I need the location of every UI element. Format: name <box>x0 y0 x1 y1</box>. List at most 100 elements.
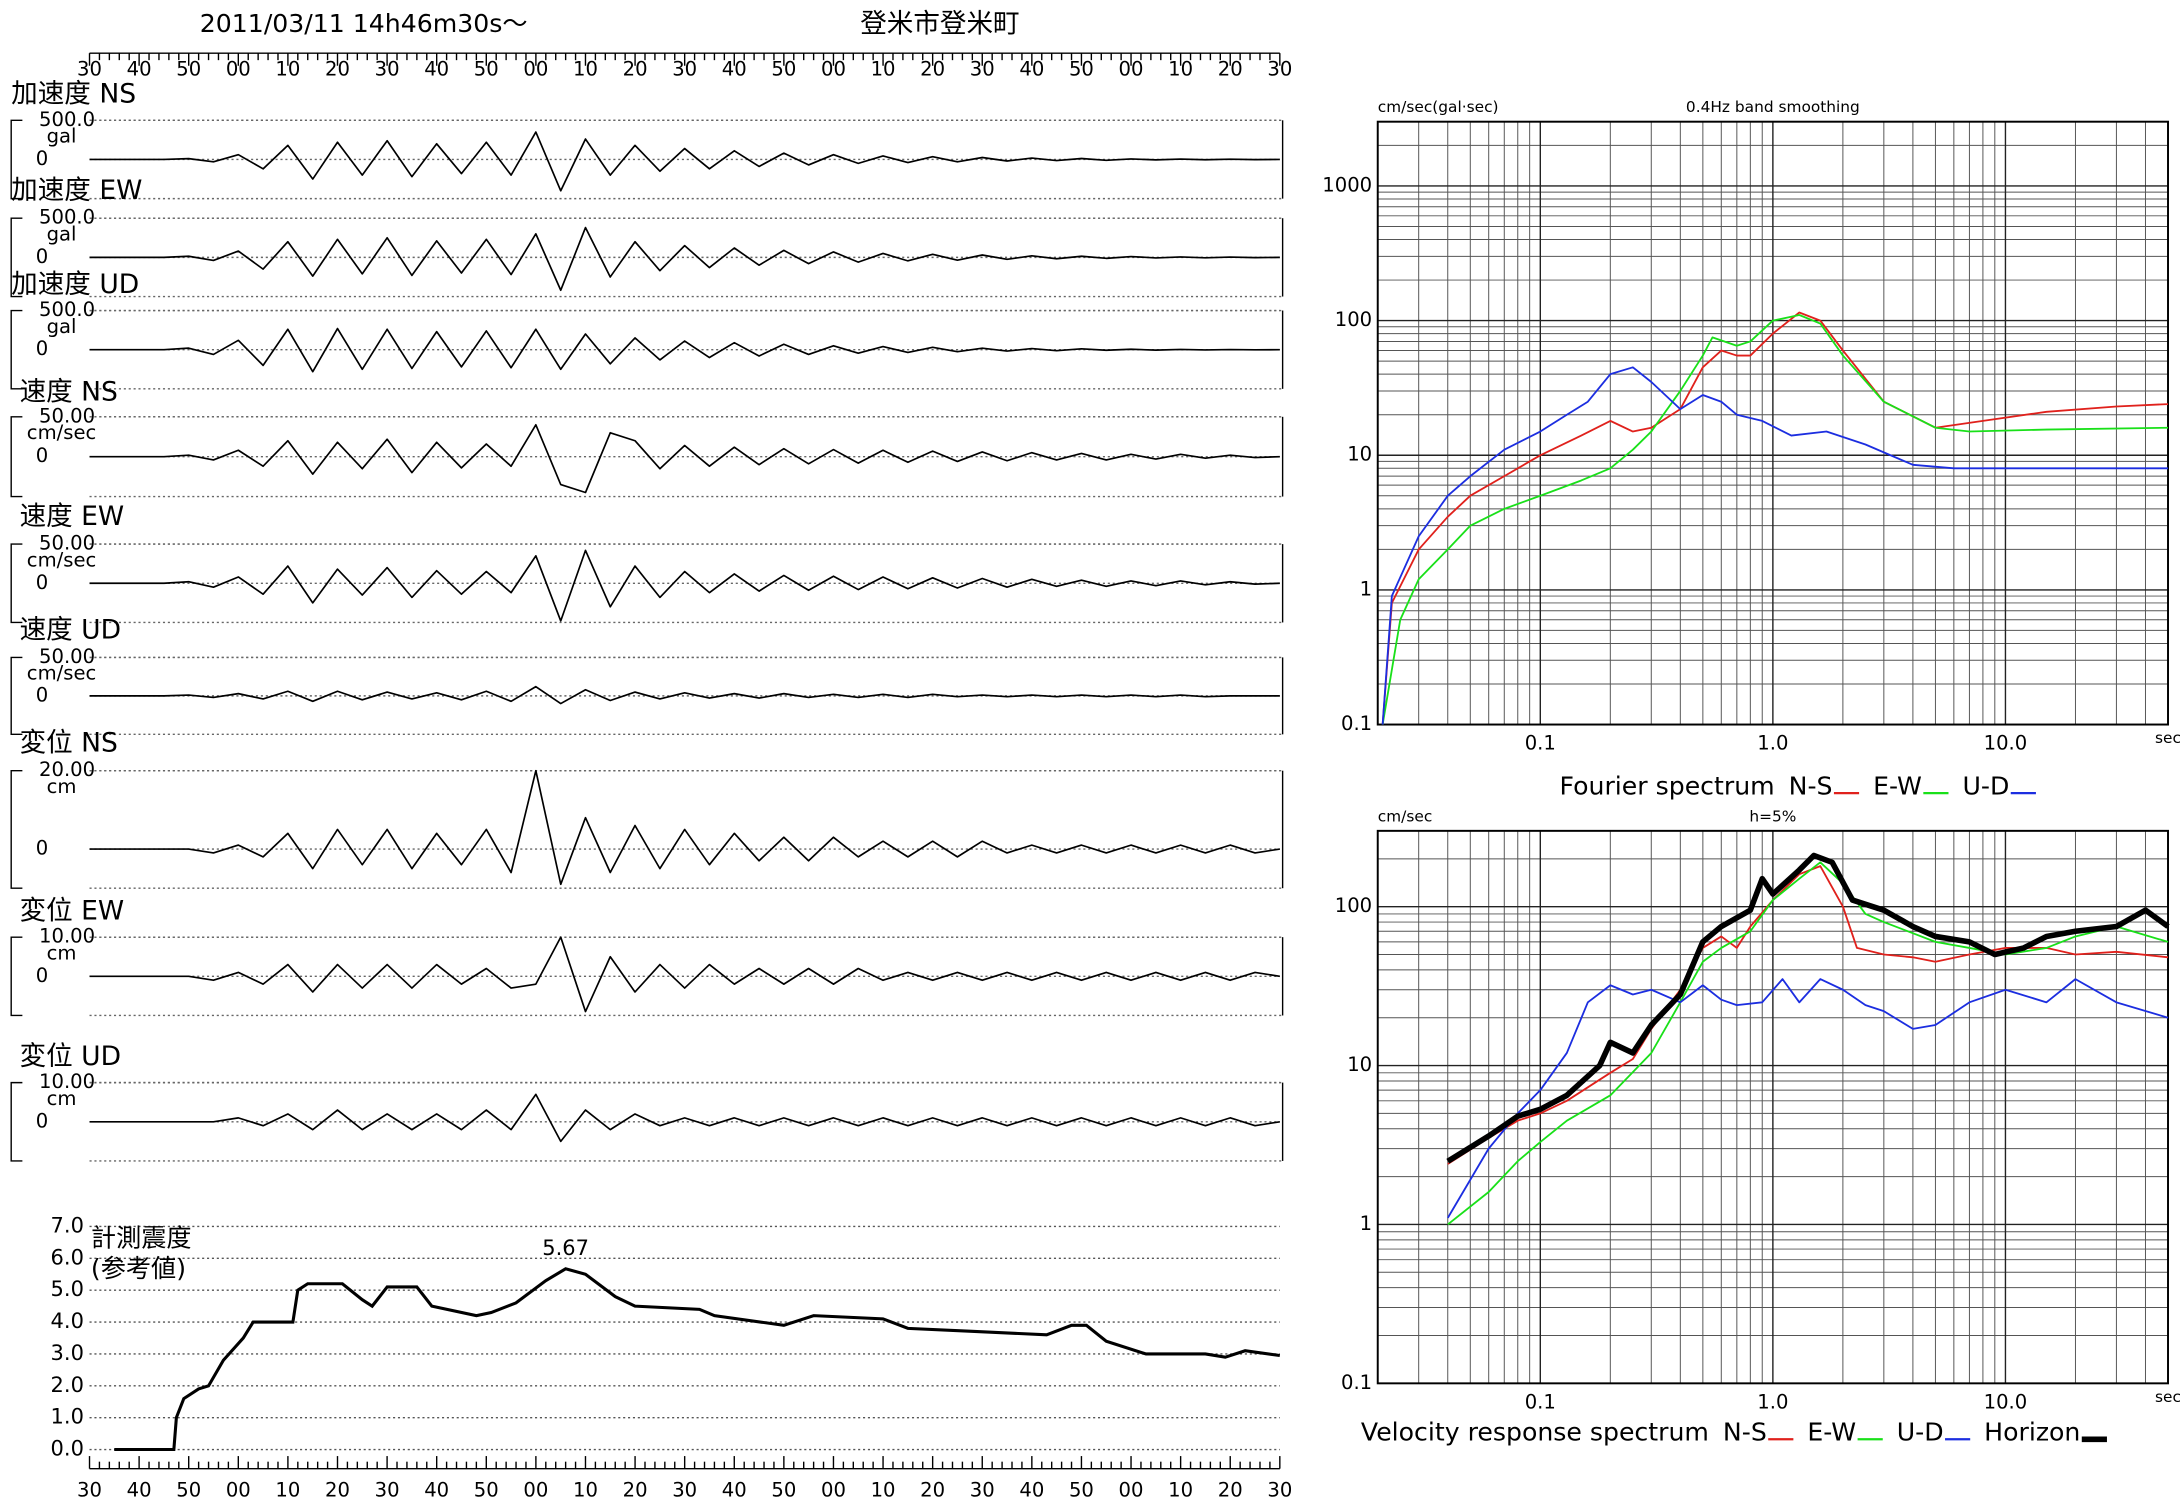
y-axis-label: cm/sec(gal·sec) <box>1378 98 1499 116</box>
x-tick-label: 30 <box>1267 57 1292 80</box>
y-tick-label: 1 <box>1360 577 1372 600</box>
y-tick-label: 10.00 <box>39 1070 95 1093</box>
x-tick-label: 50 <box>1069 1479 1094 1500</box>
legend-label: N-S <box>1789 771 1833 800</box>
waveform <box>89 549 1280 622</box>
x-tick-label: 00 <box>523 1479 548 1500</box>
y-tick-label: 100 <box>1335 308 1372 331</box>
y-tick-label: 0 <box>36 964 48 987</box>
plot-frame <box>1376 829 2169 1385</box>
x-tick-label: 50 <box>771 57 796 80</box>
spectrum-line <box>1381 366 2169 725</box>
x-tick-label: 40 <box>424 1479 449 1500</box>
x-tick-label: 10 <box>871 1479 896 1500</box>
chart-note: 0.4Hz band smoothing <box>1686 98 1860 116</box>
panel-name: 加速度 EW <box>11 175 142 206</box>
y-tick-label: 10.00 <box>39 925 95 948</box>
unit-label: gal <box>47 315 77 338</box>
legend-title: Velocity response spectrum <box>1361 1418 1709 1447</box>
x-tick-label: 30 <box>970 57 995 80</box>
y-tick-label: 0 <box>36 683 48 706</box>
spectrum-line <box>1446 852 2170 1164</box>
spectrum-line <box>1447 978 2169 1219</box>
waveform <box>89 936 1280 1013</box>
y-tick-label: 2.0 <box>51 1373 84 1397</box>
header-station: 登米市登米町 <box>860 9 1019 40</box>
x-tick-label: 10 <box>275 1479 300 1500</box>
x-tick-label: 1.0 <box>1757 732 1788 755</box>
panel-name: 変位 EW <box>20 895 125 926</box>
y-tick-label: 5.0 <box>51 1277 84 1301</box>
legend-title: Fourier spectrum <box>1560 771 1775 800</box>
y-tick-label: 0.1 <box>1341 712 1372 735</box>
legend-label: Horizon <box>1984 1418 2080 1447</box>
intensity-line <box>114 1267 1281 1452</box>
unit-label: cm/sec <box>27 421 96 444</box>
unit-label: gal <box>47 222 77 245</box>
spectrum-line <box>1381 314 2169 725</box>
y-tick-label: 0 <box>36 1109 48 1132</box>
y-axis-label: cm/sec <box>1378 807 1433 825</box>
x-tick-label: 10 <box>1168 1479 1193 1500</box>
y-tick-label: 50.00 <box>39 645 95 668</box>
x-tick-label: 00 <box>523 57 548 80</box>
x-tick-label: 50 <box>1069 57 1094 80</box>
y-tick-label: 4.0 <box>51 1309 84 1333</box>
y-tick-label: 1 <box>1360 1212 1372 1235</box>
unit-label: gal <box>47 125 77 148</box>
panel-name: 変位 NS <box>20 728 118 759</box>
unit-label: cm <box>47 941 77 964</box>
x-tick-label: 30 <box>375 57 400 80</box>
y-tick-label: 10 <box>1347 443 1372 466</box>
x-tick-label: 30 <box>1267 1479 1292 1500</box>
annotation: 5.67 <box>542 1236 589 1260</box>
x-tick-label: 30 <box>672 1479 697 1500</box>
x-tick-label: 00 <box>1119 57 1144 80</box>
y-tick-label: 7.0 <box>51 1213 84 1237</box>
y-tick-label: 50.00 <box>39 404 95 427</box>
x-tick-label: 30 <box>77 57 102 80</box>
y-tick-label: 1.0 <box>51 1405 84 1429</box>
x-tick-label: 20 <box>325 57 350 80</box>
panel-name: 速度 EW <box>20 501 125 532</box>
panel-name: 速度 UD <box>20 614 121 645</box>
panel-bracket <box>10 656 23 736</box>
x-tick-label: 50 <box>474 57 499 80</box>
x-tick-label: 00 <box>1119 1479 1144 1500</box>
x-tick-label: 00 <box>226 1479 251 1500</box>
chart-subtitle: (参考値) <box>91 1254 186 1283</box>
x-tick-label: 1.0 <box>1757 1390 1788 1413</box>
unit-label: cm/sec <box>27 548 96 571</box>
x-tick-label: 30 <box>672 57 697 80</box>
x-tick-label: 30 <box>77 1479 102 1500</box>
y-tick-label: 0 <box>36 245 48 268</box>
waveform <box>89 769 1280 886</box>
y-tick-label: 0 <box>36 571 48 594</box>
panel-name: 速度 NS <box>20 377 118 408</box>
panel-name: 変位 UD <box>20 1041 121 1072</box>
spectrum-line <box>1447 861 2169 1226</box>
panel-bracket <box>10 119 23 200</box>
x-tick-label: 10.0 <box>1984 1390 2028 1413</box>
y-tick-label: 0 <box>36 147 48 170</box>
x-tick-label: 10 <box>573 57 598 80</box>
spectrum-line <box>1447 865 2169 1165</box>
x-tick-label: 0.1 <box>1525 1390 1556 1413</box>
x-tick-label: 00 <box>226 57 251 80</box>
panel-name: 加速度 UD <box>11 269 139 300</box>
x-tick-label: 20 <box>623 57 648 80</box>
x-tick-label: 20 <box>325 1479 350 1500</box>
x-tick-label: 40 <box>722 1479 747 1500</box>
x-unit-label: sec <box>2155 1388 2181 1406</box>
x-tick-label: 40 <box>127 1479 152 1500</box>
x-tick-label: 50 <box>176 57 201 80</box>
chart-note: h=5% <box>1749 807 1796 825</box>
waveform <box>89 226 1280 292</box>
y-tick-label: 0 <box>36 837 48 860</box>
y-tick-label: 0 <box>36 337 48 360</box>
x-tick-label: 20 <box>920 1479 945 1500</box>
x-tick-label: 30 <box>970 1479 995 1500</box>
x-tick-label: 50 <box>771 1479 796 1500</box>
y-tick-label: 50.00 <box>39 532 95 555</box>
unit-label: cm/sec <box>27 662 96 685</box>
